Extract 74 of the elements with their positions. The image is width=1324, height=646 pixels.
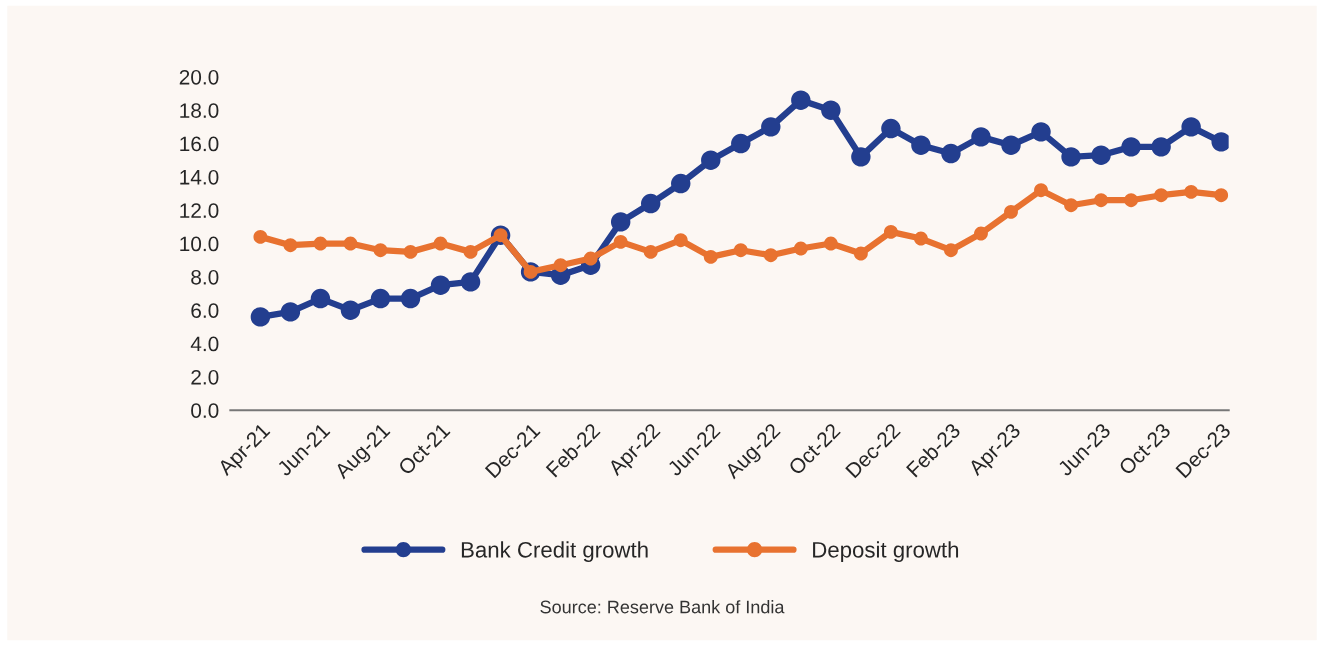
point — [1034, 183, 1048, 198]
point — [430, 275, 451, 295]
point — [911, 135, 931, 155]
point — [1154, 188, 1169, 203]
point — [640, 193, 661, 214]
point — [793, 241, 808, 256]
point — [971, 127, 991, 147]
point — [400, 288, 421, 309]
point — [851, 147, 871, 167]
point — [944, 243, 958, 258]
point — [761, 117, 781, 137]
point — [941, 143, 961, 164]
y-tick-label: 10.0 — [180, 236, 219, 252]
y-tick-label: 4.0 — [190, 336, 219, 352]
point — [1124, 193, 1139, 208]
point — [370, 288, 391, 309]
y-tick-label: 12.0 — [180, 203, 219, 218]
point — [1031, 122, 1051, 142]
point — [253, 229, 268, 244]
point — [974, 226, 988, 241]
point — [373, 243, 388, 258]
point — [703, 249, 718, 264]
point — [610, 212, 631, 232]
y-tick-label: 0.0 — [191, 403, 219, 418]
point — [463, 244, 478, 259]
y-tick-label: 18.0 — [180, 103, 219, 118]
legend-label: Bank Credit growth — [461, 541, 648, 563]
point — [731, 133, 751, 154]
point — [671, 173, 691, 194]
point — [1094, 193, 1109, 208]
point — [821, 100, 841, 120]
point — [1004, 204, 1018, 219]
y-tick-label: 16.0 — [180, 136, 219, 152]
point — [1211, 132, 1229, 152]
point — [883, 224, 898, 239]
y-tick-label: 14.0 — [180, 169, 219, 185]
point — [343, 236, 358, 251]
point — [310, 288, 331, 309]
point — [403, 244, 418, 259]
point — [433, 236, 448, 251]
point — [280, 302, 301, 322]
point — [283, 238, 298, 253]
point — [1151, 137, 1171, 157]
point — [1121, 137, 1141, 157]
point — [881, 118, 901, 139]
point — [1091, 145, 1111, 165]
point — [583, 251, 598, 266]
point — [643, 244, 658, 259]
point — [250, 307, 271, 327]
point — [791, 90, 811, 110]
point — [613, 234, 628, 249]
point — [763, 248, 778, 263]
point — [853, 246, 868, 261]
point — [340, 300, 361, 320]
point — [553, 258, 568, 273]
y-tick-label: 6.0 — [191, 303, 219, 318]
y-tick-label: 20.0 — [179, 69, 219, 85]
y-tick-label: 8.0 — [191, 269, 219, 285]
point — [1181, 117, 1201, 137]
point — [1061, 147, 1081, 167]
point — [913, 231, 928, 246]
point — [1184, 184, 1199, 199]
point — [733, 243, 748, 258]
legend-label: Deposit growth — [813, 541, 959, 563]
point — [1214, 188, 1229, 203]
point — [1001, 135, 1021, 155]
point — [460, 272, 481, 292]
point — [1064, 198, 1078, 213]
y-tick-label: 2.0 — [191, 369, 219, 385]
point — [823, 236, 838, 251]
point — [313, 236, 328, 251]
point — [673, 233, 688, 248]
source-note: Source: Reserve Bank of India — [540, 600, 785, 614]
point — [701, 150, 721, 170]
